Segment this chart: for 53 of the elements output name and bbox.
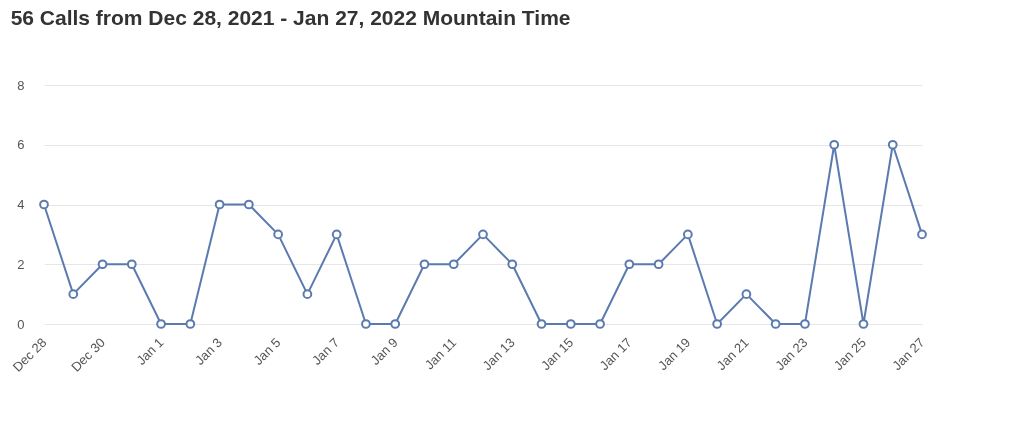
point	[858, 319, 869, 329]
point	[39, 199, 49, 210]
point	[448, 259, 459, 270]
x-tick-label: Jan 23	[772, 334, 811, 374]
y-tick-label: 4	[17, 197, 25, 212]
x-tick-label: Jan 25	[830, 334, 869, 374]
point	[536, 319, 547, 329]
point	[800, 319, 810, 329]
point	[917, 229, 927, 240]
point	[478, 229, 488, 240]
x-tick-label: Jan 21	[713, 334, 752, 374]
point	[507, 259, 518, 270]
x-tick-label: Jan 3	[191, 334, 226, 368]
x-tick-label: Jan 7	[309, 334, 343, 368]
point	[887, 139, 898, 150]
x-tick-label: Jan 17	[596, 334, 635, 374]
x-tick-label: Jan 13	[479, 334, 518, 374]
point	[565, 319, 576, 329]
point	[390, 319, 401, 329]
x-tick-label: Jan 9	[367, 334, 401, 368]
point	[126, 259, 137, 270]
point	[302, 289, 313, 299]
point	[68, 289, 79, 299]
point	[331, 229, 342, 240]
point	[361, 319, 371, 329]
chart-title: 56 Calls from Dec 28, 2021 - Jan 27, 2022 Mountain Time	[10, 6, 571, 29]
point	[741, 289, 752, 299]
x-tick-label: Jan 5	[250, 334, 284, 368]
x-tick-label: Jan 1	[133, 334, 167, 368]
y-tick-label: 2	[17, 256, 25, 272]
point	[595, 319, 605, 329]
x-tick-label: Jan 27	[889, 334, 928, 374]
point	[97, 259, 108, 270]
point	[214, 199, 225, 210]
y-tick-label: 0	[17, 316, 25, 332]
x-tick-label: Jan 19	[655, 334, 694, 374]
point	[653, 259, 664, 270]
point	[624, 259, 635, 270]
point	[273, 229, 284, 240]
point	[243, 199, 254, 210]
point	[712, 319, 723, 329]
x-tick-label: Jan 11	[421, 334, 460, 373]
point	[682, 229, 693, 240]
point	[419, 259, 430, 270]
x-tick-label: Jan 15	[538, 334, 577, 374]
point	[185, 319, 196, 329]
point	[156, 319, 166, 329]
point	[770, 319, 781, 329]
x-tick-label: Dec 30	[68, 334, 108, 375]
point	[829, 139, 840, 150]
y-tick-label: 8	[17, 77, 25, 93]
y-tick-label: 6	[17, 137, 25, 153]
x-tick-label: Dec 28	[9, 334, 50, 375]
